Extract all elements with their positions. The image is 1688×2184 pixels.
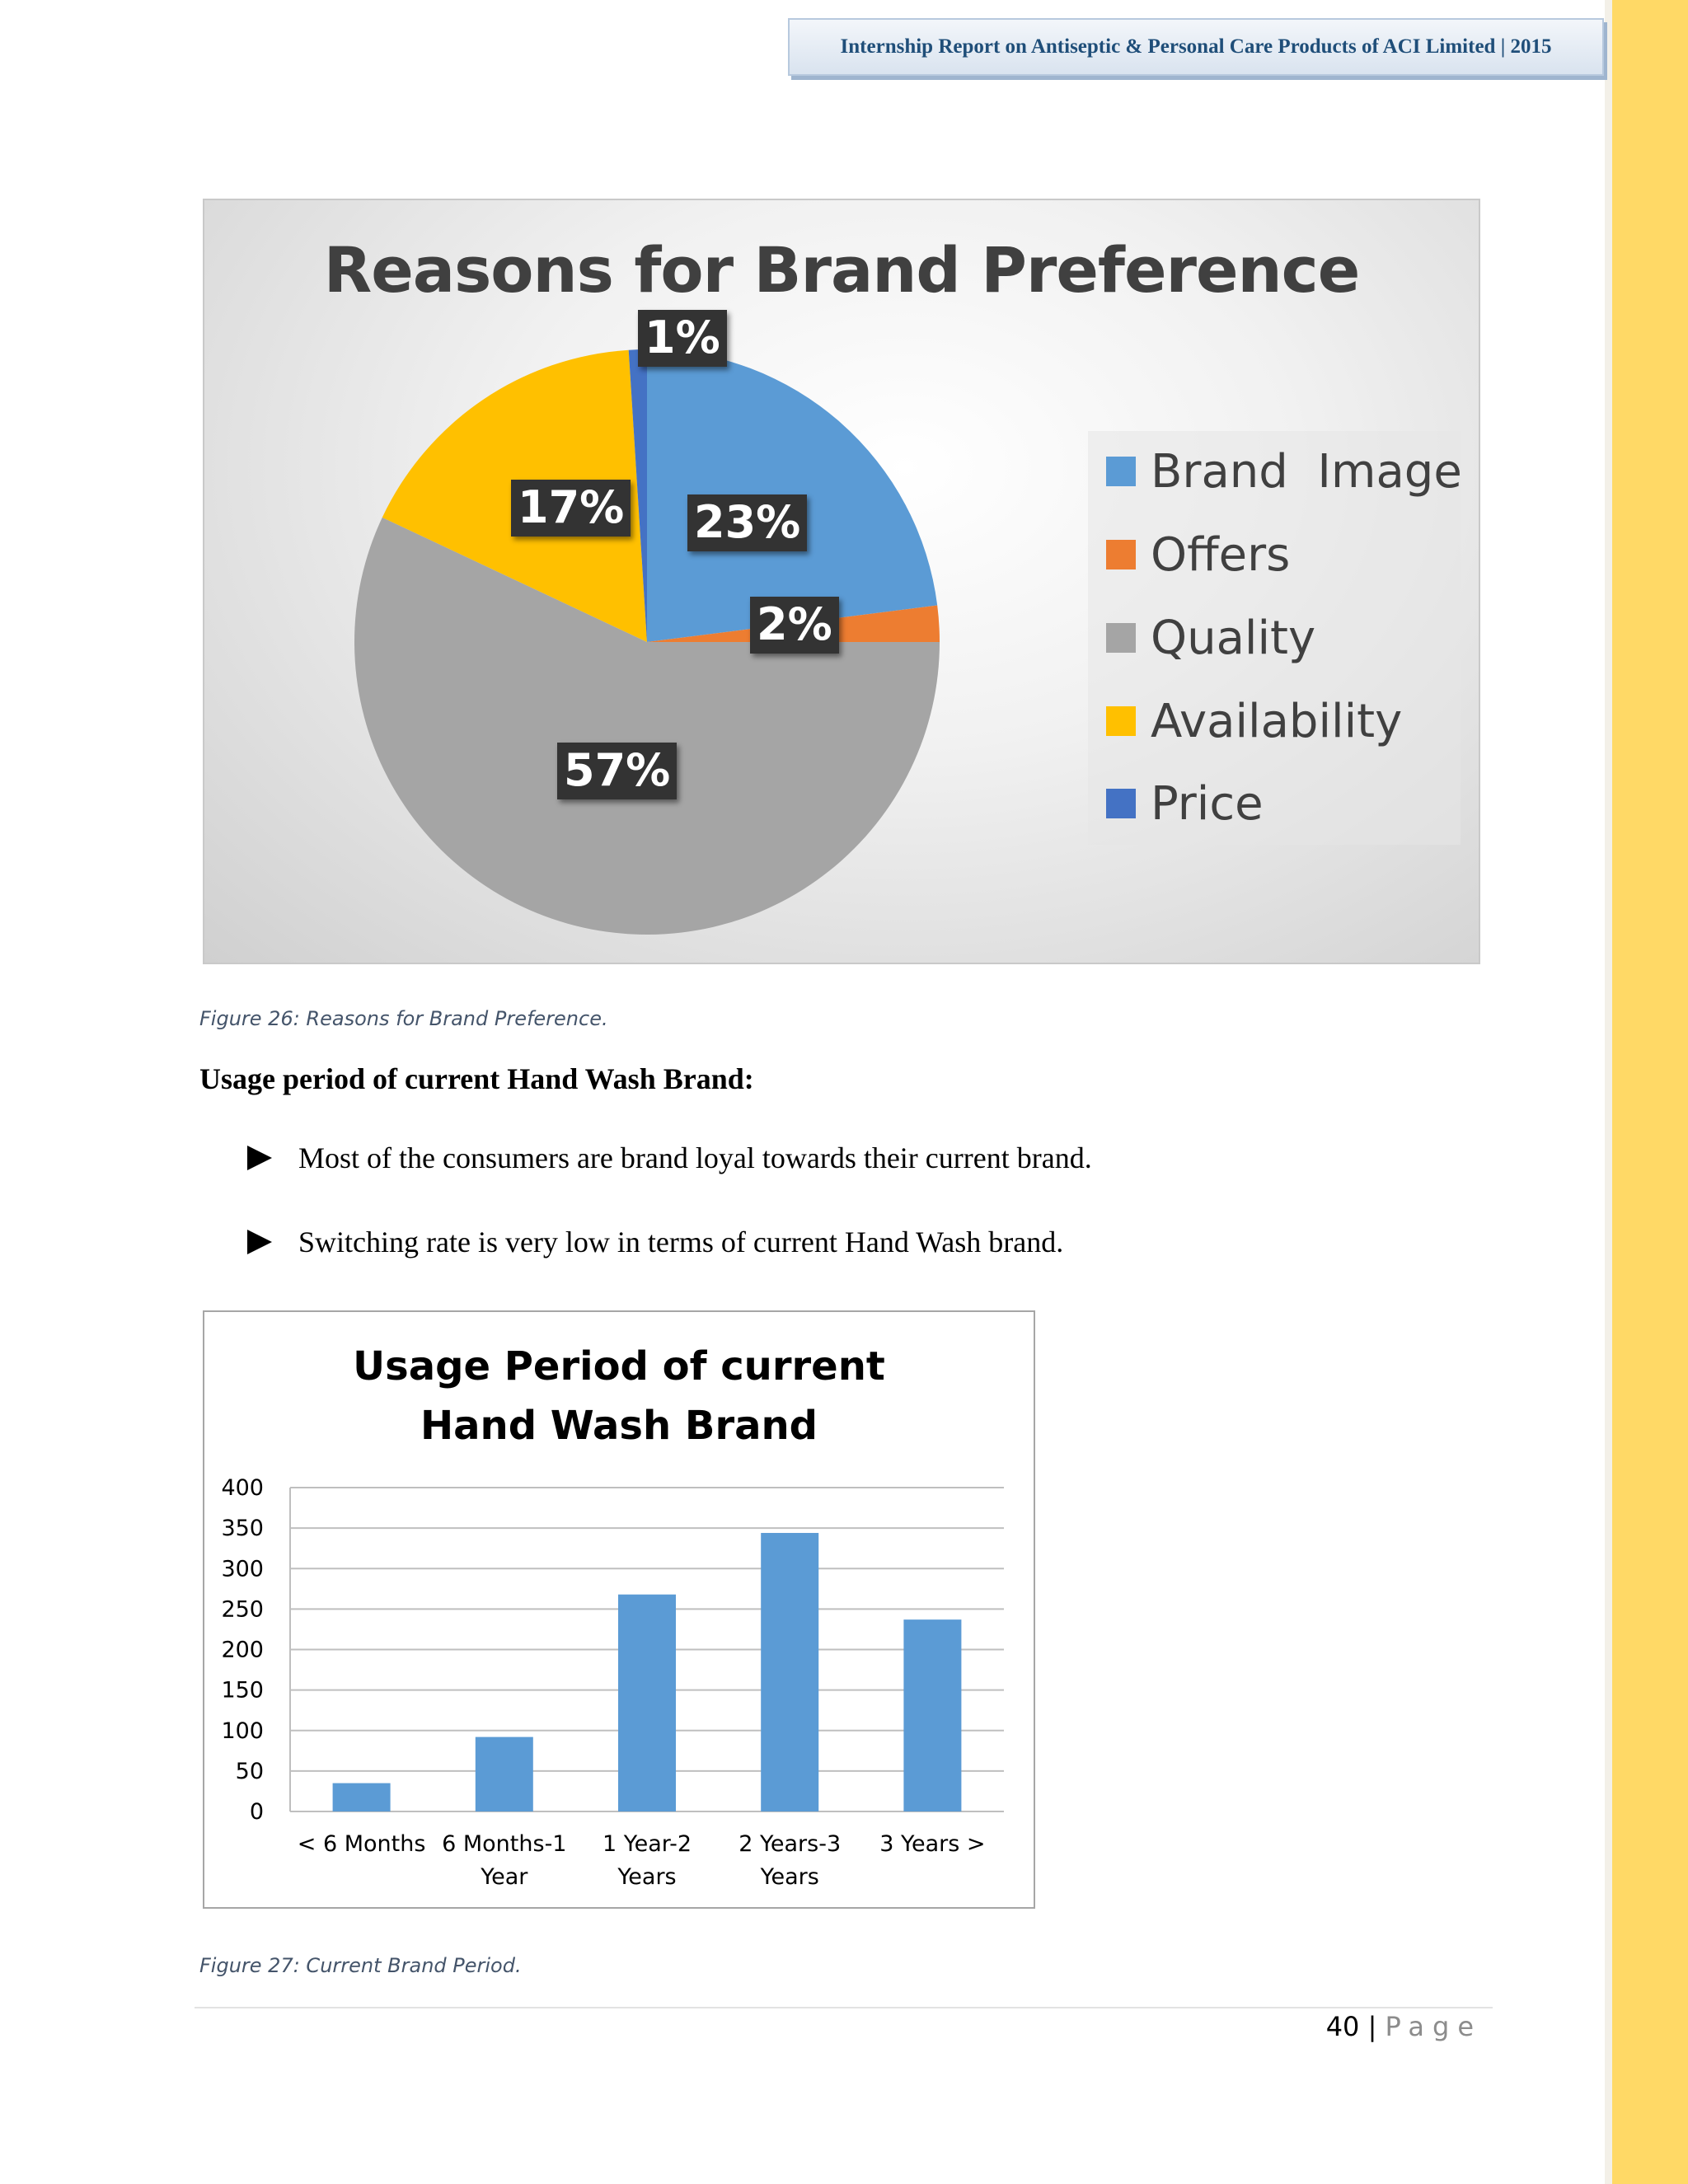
legend-item-availability: Availability [1106,684,1402,758]
legend-label: Brand Image [1151,444,1462,499]
bar-chart-title-line1: Usage Period of current [353,1343,885,1390]
bullet-arrow-icon [247,1230,272,1254]
pie-label-brand-image: 23% [687,494,808,551]
y-tick-label: 0 [250,1799,264,1825]
x-tick-label: 1 Year-2 [603,1831,692,1857]
figure-26-caption: Figure 26: Reasons for Brand Preference. [199,1007,608,1030]
x-tick-label: 6 Months-1 [442,1831,566,1857]
page-number-separator: | [1367,2011,1377,2042]
legend-item-quality: Quality [1106,601,1315,675]
y-tick-label: 300 [221,1556,264,1582]
x-tick-label: 3 Years > [879,1831,985,1857]
bar-chart-title-line2: Hand Wash Brand [420,1403,818,1449]
y-tick-label: 250 [221,1596,264,1622]
legend-label: Quality [1151,611,1316,665]
legend-label: Price [1151,776,1264,831]
bar [618,1594,676,1811]
x-tick-label: Years [617,1864,676,1890]
y-tick-label: 400 [221,1475,264,1501]
bar [332,1783,391,1811]
legend-item-price: Price [1106,766,1264,841]
y-tick-label: 50 [236,1759,264,1784]
bar [903,1619,962,1811]
legend-label: Offers [1151,527,1291,582]
bar-chart-title: Usage Period of current Hand Wash Brand [204,1337,1034,1455]
legend-swatch-offers [1106,540,1136,569]
legend-swatch-availability [1106,706,1136,736]
side-margin-gap [1605,0,1612,2184]
bar [475,1736,533,1811]
x-tick-label: Year [480,1864,528,1890]
figure-27-caption: Figure 27: Current Brand Period. [199,1954,522,1977]
x-tick-label: < 6 Months [298,1831,426,1857]
pie-chart-title: Reasons for Brand Preference [323,233,1361,307]
bullet-arrow-icon [247,1146,272,1170]
y-tick-label: 100 [221,1718,264,1744]
section-heading: Usage period of current Hand Wash Brand: [199,1062,754,1095]
legend-item-offers: Offers [1106,518,1290,592]
pie-legend: Brand Image Offers Quality Availability … [1088,431,1462,845]
page-word: Page [1385,2011,1482,2042]
page-number: 40 | Page [1326,2011,1482,2042]
bar-chart: 400 350 300 250 200 150 100 50 0 < 6 Months 6 Mont… [221,1475,1004,1890]
pie-label-offers: 2% [750,597,839,654]
pie-slice-price [628,349,647,642]
bullet-text: Most of the consumers are brand loyal to… [298,1141,1092,1174]
x-tick-label: 2 Years-3 [738,1831,841,1857]
bar-chart-panel: Usage Period of current Hand Wash Brand … [203,1310,1035,1909]
bullet-item: Most of the consumers are brand loyal to… [247,1141,1092,1175]
bullet-item: Switching rate is very low in terms of c… [247,1225,1063,1259]
pie-chart-panel: Reasons for Brand Preference 1% 17% 23% … [203,199,1480,964]
legend-swatch-quality [1106,623,1136,653]
legend-swatch-brand-image [1106,457,1136,486]
legend-item-brand-image: Brand Image [1106,434,1462,509]
page-header: Internship Report on Antiseptic & Person… [788,18,1604,76]
pie-label-availability: 17% [511,480,631,537]
footer-divider [195,2007,1493,2008]
y-tick-label: 200 [221,1638,264,1663]
pie-label-price: 1% [638,310,727,367]
bar [761,1533,819,1811]
legend-label: Availability [1151,694,1403,748]
y-tick-label: 350 [221,1516,264,1541]
page-number-value: 40 [1325,2011,1360,2042]
header-text: Internship Report on Antiseptic & Person… [840,35,1552,58]
pie-slice-quality [354,517,940,935]
y-tick-label: 150 [221,1678,264,1704]
x-tick-label: Years [760,1864,819,1890]
pie-label-quality: 57% [557,743,678,799]
side-accent-bar [1612,0,1688,2184]
bullet-text: Switching rate is very low in terms of c… [298,1226,1064,1258]
legend-swatch-price [1106,789,1136,818]
